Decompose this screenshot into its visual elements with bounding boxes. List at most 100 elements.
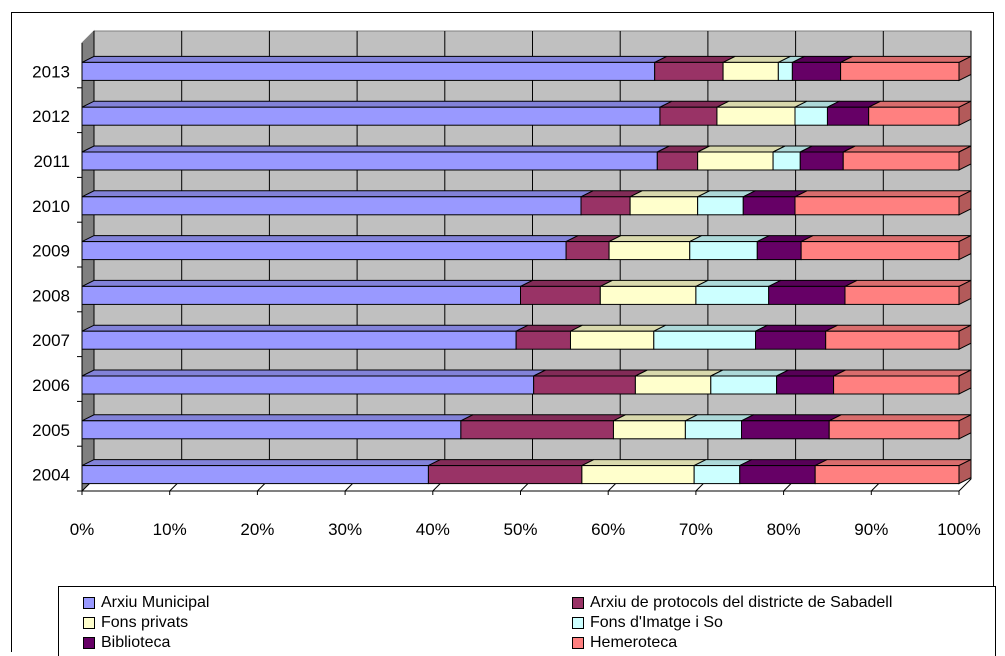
bar-front <box>697 196 744 216</box>
bar-top <box>629 190 710 198</box>
bar-side <box>958 145 972 171</box>
bar-segment <box>533 369 648 395</box>
bar-row <box>81 189 972 216</box>
bar-front <box>742 196 796 216</box>
bar-front <box>777 61 793 81</box>
bar-segment <box>722 55 791 81</box>
bar-segment <box>833 369 972 395</box>
bar-top <box>81 414 474 422</box>
bar-row <box>81 324 972 351</box>
bar-front <box>569 330 655 350</box>
bar-front <box>794 196 960 216</box>
bar-front <box>755 330 827 350</box>
bar-row <box>81 413 972 440</box>
bar-front <box>772 151 801 171</box>
bar-row <box>81 279 972 306</box>
bar-front <box>81 61 656 81</box>
bar-front <box>868 106 960 126</box>
bar-front <box>654 61 724 81</box>
bar-front <box>427 465 583 485</box>
x-tick-label: 10% <box>153 520 187 539</box>
legend-item: Fons privats <box>83 614 188 632</box>
bar-top <box>741 414 842 422</box>
bar-front <box>612 420 686 440</box>
bar-top <box>739 459 828 467</box>
bar-segment <box>81 414 474 440</box>
bar-top <box>697 145 786 153</box>
bar-top <box>570 324 667 332</box>
bar-top <box>833 369 972 377</box>
bar-front <box>520 285 601 305</box>
bar-top <box>755 324 838 332</box>
legend-swatch <box>572 617 584 629</box>
legend-swatch <box>83 637 95 649</box>
bar-segment <box>612 414 698 440</box>
y-category-label: 2013 <box>32 62 70 81</box>
bar-segment <box>868 100 972 127</box>
bar-front <box>794 106 828 126</box>
bar-row <box>81 55 972 82</box>
bar-front <box>825 330 960 350</box>
bar-top <box>600 279 709 287</box>
bar-front <box>684 420 743 440</box>
bar-front <box>659 106 718 126</box>
x-tick-label: 90% <box>854 520 888 539</box>
bar-front <box>842 151 960 171</box>
y-category-label: 2005 <box>32 421 70 440</box>
chart-frame <box>11 12 994 652</box>
bar-front <box>693 465 741 485</box>
bar-top <box>716 100 808 108</box>
bar-front <box>768 285 846 305</box>
legend-swatch <box>572 637 584 649</box>
bar-top <box>689 235 770 243</box>
bar-segment <box>81 459 441 485</box>
bar-front <box>840 61 960 81</box>
x-tick-label: 50% <box>503 520 537 539</box>
legend-item: Arxiu de protocols del districte de Saba… <box>572 594 892 612</box>
bar-segment <box>800 234 972 261</box>
x-tick-label: 100% <box>937 520 980 539</box>
bar-segment <box>515 324 583 350</box>
bar-segment <box>81 369 546 395</box>
x-tick-label: 80% <box>767 520 801 539</box>
bar-top <box>608 235 702 243</box>
bar-top <box>825 324 972 332</box>
legend-label: Fons privats <box>101 614 189 631</box>
bar-top <box>840 55 972 63</box>
bar-front <box>634 375 712 395</box>
bar-row <box>81 369 972 395</box>
bar-segment <box>814 458 972 485</box>
bar-top <box>81 190 594 198</box>
x-tick-label: 20% <box>240 520 274 539</box>
bar-front <box>580 196 631 216</box>
bar-segment <box>684 414 754 440</box>
bar-top <box>533 369 648 377</box>
legend-item: Biblioteca <box>83 634 170 652</box>
bar-segment <box>842 145 972 171</box>
y-category-label: 2006 <box>32 376 70 395</box>
bar-segment <box>828 413 972 440</box>
bar-front <box>653 330 757 350</box>
bar-top <box>814 459 972 467</box>
bar-side <box>958 458 972 485</box>
bar-row <box>81 458 972 485</box>
bar-segment <box>825 324 972 351</box>
bar-segment <box>826 100 881 126</box>
bar-segment <box>81 55 667 81</box>
bar-top <box>828 414 972 422</box>
bar-segment <box>791 55 853 81</box>
legend-swatch <box>572 597 584 609</box>
bar-top <box>81 279 533 287</box>
bar-front <box>656 151 699 171</box>
bar-side <box>958 234 972 261</box>
bar-top <box>81 55 667 63</box>
bar-front <box>828 420 960 440</box>
bar-row <box>81 234 972 261</box>
bar-segment <box>739 459 828 485</box>
y-category-label: 2007 <box>32 331 70 350</box>
bar-segment <box>656 145 710 171</box>
bar-top <box>768 279 858 287</box>
bar-front <box>581 465 695 485</box>
bar-top <box>81 369 546 377</box>
bar-top <box>520 279 613 287</box>
